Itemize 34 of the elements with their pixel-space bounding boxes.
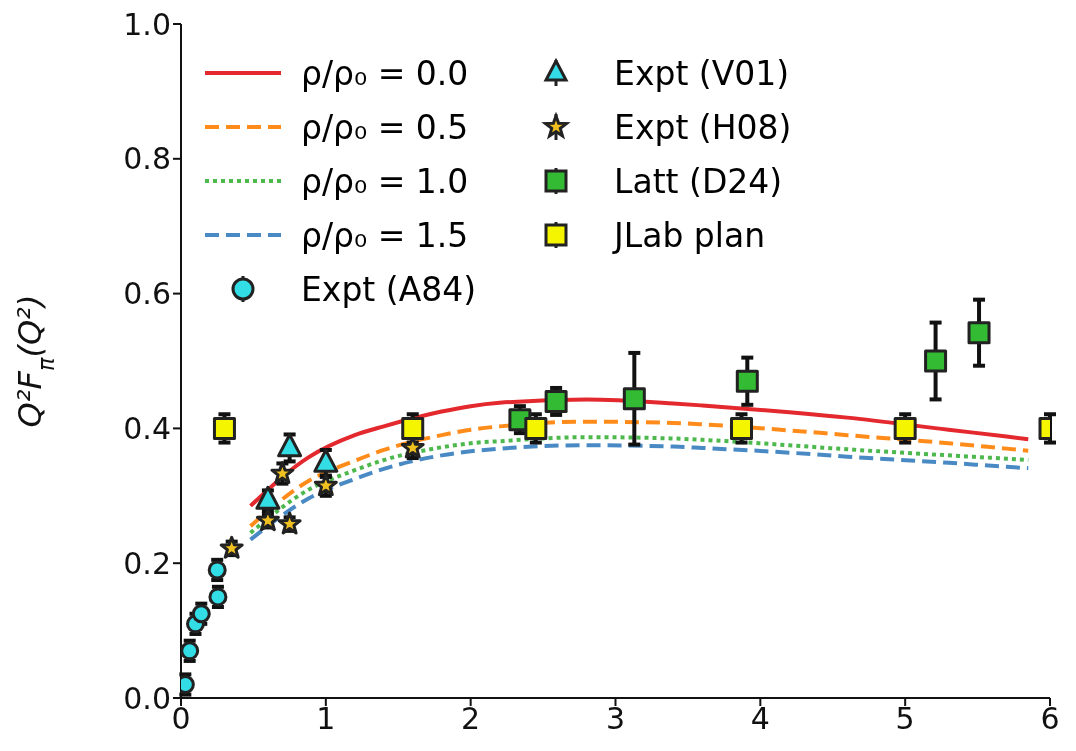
point: [181, 641, 200, 661]
legend-label: Expt (V01): [614, 53, 790, 93]
point: [277, 511, 302, 535]
x-tick-label: 1: [316, 701, 336, 737]
point: [622, 387, 646, 411]
legend-label: ρ/ρ₀ = 1.5: [301, 215, 469, 255]
x-tick-label: 5: [895, 701, 915, 737]
line-series: [248, 397, 1031, 508]
y-tick-label: 0.6: [123, 276, 171, 312]
point: [270, 461, 295, 484]
legend-label: Latt (D24): [614, 161, 783, 201]
point: [255, 508, 280, 532]
line-series: [248, 419, 1031, 529]
x-tick-label: 4: [750, 701, 770, 737]
legend-label: Expt (A84): [301, 269, 477, 309]
legend-label: Expt (H08): [614, 107, 792, 147]
legend-label: JLab plan: [614, 215, 766, 255]
x-tick-label: 3: [605, 701, 626, 737]
legend-label: ρ/ρ₀ = 0.5: [301, 107, 469, 147]
x-tick-label: 2: [461, 701, 481, 737]
point: [967, 321, 991, 345]
y-tick-label: 0.4: [123, 411, 171, 447]
y-tick-label: 0.2: [123, 545, 171, 581]
legend-label: ρ/ρ₀ = 1.0: [301, 161, 469, 201]
y-tick-label: 0.0: [123, 680, 171, 716]
x-tick-label: 6: [1040, 701, 1060, 737]
legend-label: ρ/ρ₀ = 0.0: [301, 53, 469, 93]
point: [924, 349, 948, 373]
y-tick-label: 1.0: [123, 6, 171, 42]
point: [219, 535, 244, 559]
point: [735, 369, 759, 393]
point: [544, 389, 568, 413]
x-tick-label: 0: [171, 701, 191, 737]
y-tick-label: 0.8: [123, 141, 171, 177]
